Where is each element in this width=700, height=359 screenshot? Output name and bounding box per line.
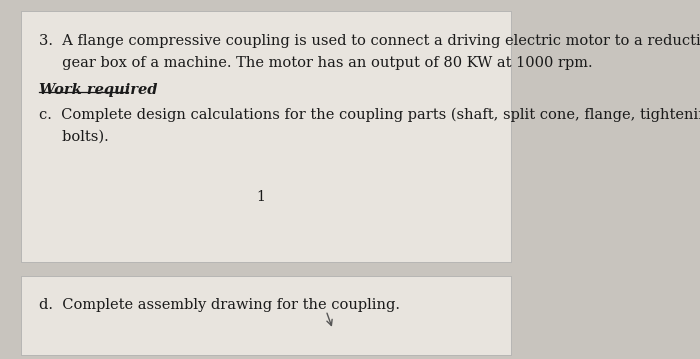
Text: 1: 1 (256, 190, 265, 204)
Text: 3.  A flange compressive coupling is used to connect a driving electric motor to: 3. A flange compressive coupling is used… (39, 34, 700, 48)
Text: c.  Complete design calculations for the coupling parts (shaft, split cone, flan: c. Complete design calculations for the … (39, 108, 700, 122)
Text: bolts).: bolts). (39, 130, 109, 144)
FancyBboxPatch shape (21, 11, 511, 262)
Text: d.  Complete assembly drawing for the coupling.: d. Complete assembly drawing for the cou… (39, 298, 400, 312)
Text: gear box of a machine. The motor has an output of 80 KW at 1000 rpm.: gear box of a machine. The motor has an … (39, 56, 593, 70)
FancyBboxPatch shape (21, 276, 511, 355)
Text: Work required: Work required (39, 83, 158, 97)
